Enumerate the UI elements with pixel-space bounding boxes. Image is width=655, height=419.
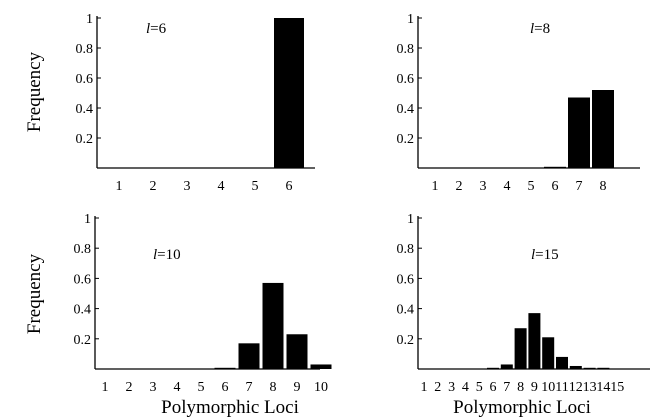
x-tick-label: 1	[116, 179, 123, 194]
chart-panel-3: 1 0.8 0.6 0.4 0.2 1 2 3 4 5 6 7 8 9 10 l=10	[74, 212, 332, 395]
y-tick-label: 0.8	[74, 242, 92, 257]
x-tick-label: 9	[531, 380, 538, 395]
annotation-value: =10	[157, 247, 180, 263]
x-tick-label: 12	[569, 380, 583, 395]
y-tick-label: 0.6	[397, 72, 415, 87]
y-tick-label: 0.2	[397, 132, 415, 147]
y-tick-label: 1	[84, 212, 91, 227]
x-axis-label-left: Polymorphic Loci	[161, 397, 299, 418]
bar-8	[592, 90, 614, 168]
bar-11	[556, 356, 568, 369]
y-tick-label: 0.4	[74, 303, 92, 318]
bar-8	[262, 282, 284, 369]
x-tick-label: 10	[541, 380, 555, 395]
y-axis-label-top: Frequency	[24, 51, 45, 132]
x-tick-label: 6	[552, 179, 559, 194]
chart-panel-2: 1 0.8 0.6 0.4 0.2 1 2 3 4 5 6 7 8 l=8	[397, 12, 640, 194]
panel-annotation: l=10	[153, 247, 181, 263]
x-tick-label: 1	[421, 380, 428, 395]
bar-12	[569, 365, 582, 369]
x-tick-label: 3	[448, 380, 455, 395]
x-tick-label: 11	[555, 380, 568, 395]
chart-panel-4: 10.80.60.40.21 2 3 4 5 6 7 8 9 10 11 12 13 14 15l=15	[397, 212, 650, 395]
x-tick-label: 2	[126, 380, 133, 395]
x-tick-label: 14	[596, 380, 610, 395]
x-tick-label: 3	[184, 179, 191, 194]
x-tick-label: 4	[462, 380, 469, 395]
bar-9	[528, 313, 541, 369]
y-tick-label: 0.4	[76, 102, 94, 117]
x-tick-label: 1	[432, 179, 439, 194]
panel-annotation: l=15	[531, 247, 559, 263]
y-axis-label-bottom: Frequency	[24, 253, 45, 334]
y-tick-label: 0.2	[76, 132, 94, 147]
annotation-value: =15	[535, 247, 558, 263]
x-tick-label: 2	[434, 380, 441, 395]
annotation-variable: l	[153, 247, 157, 263]
panel-annotation: l=6	[146, 21, 167, 37]
annotation-variable: l	[531, 247, 535, 263]
x-tick-label: 4	[174, 380, 181, 395]
x-tick-label: 4	[218, 179, 225, 194]
x-tick-label: 8	[270, 380, 277, 395]
bar-6	[214, 367, 236, 369]
y-tick-label: 0.4	[397, 303, 415, 318]
y-tick-label: 0.6	[397, 272, 415, 287]
bar-10	[542, 337, 555, 369]
x-tick-label: 10	[314, 380, 328, 395]
bar-9	[286, 334, 308, 369]
bar-7	[568, 97, 590, 168]
x-tick-label: 6	[490, 380, 497, 395]
annotation-variable: l	[530, 21, 534, 37]
y-tick-label: 1	[407, 12, 414, 27]
bar-6	[274, 18, 304, 168]
x-tick-label: 5	[198, 380, 205, 395]
y-tick-label: 0.8	[397, 42, 415, 57]
x-tick-label: 1	[102, 380, 109, 395]
x-tick-label: 7	[246, 380, 253, 395]
x-tick-label: 9	[294, 380, 301, 395]
bar-13	[583, 367, 596, 369]
annotation-variable: l	[146, 21, 150, 37]
y-tick-label: 0.2	[74, 333, 92, 348]
y-tick-label: 1	[407, 212, 414, 227]
y-tick-label: 0.8	[76, 42, 94, 57]
chart-panel-1: 1 0.8 0.6 0.4 0.2 1 2 3 4 5 6 l=6	[76, 12, 315, 194]
x-tick-label: 2	[456, 179, 463, 194]
y-tick-label: 0.4	[397, 102, 415, 117]
x-tick-label: 4	[504, 179, 511, 194]
x-tick-label: 3	[150, 380, 157, 395]
x-tick-label: 6	[286, 179, 293, 194]
annotation-value: =8	[534, 21, 550, 37]
x-tick-label: 7	[576, 179, 583, 194]
y-tick-label: 0.2	[397, 333, 415, 348]
x-tick-label: 8	[517, 380, 524, 395]
y-tick-label: 1	[86, 12, 93, 27]
bar-8	[514, 328, 527, 369]
bar-6	[544, 166, 566, 168]
bar-7	[500, 364, 513, 369]
x-tick-label: 3	[480, 179, 487, 194]
x-tick-label: 8	[600, 179, 607, 194]
x-tick-label: 2	[150, 179, 157, 194]
x-tick-label: 7	[503, 380, 510, 395]
bar-10	[310, 364, 332, 369]
x-tick-label: 13	[583, 380, 597, 395]
bar-7	[238, 343, 260, 369]
x-tick-label: 6	[222, 380, 229, 395]
x-tick-label: 5	[252, 179, 259, 194]
x-axis-label-right: Polymorphic Loci	[453, 397, 591, 418]
panel-annotation: l=8	[530, 21, 550, 37]
x-tick-label: 5	[476, 380, 483, 395]
y-tick-label: 0.6	[76, 72, 94, 87]
y-tick-label: 0.8	[397, 242, 415, 257]
annotation-value: =6	[150, 21, 166, 37]
y-tick-label: 0.6	[74, 272, 92, 287]
bar-6	[487, 367, 499, 369]
x-tick-label: 5	[528, 179, 535, 194]
bar-14	[597, 367, 610, 369]
x-tick-label: 15	[610, 380, 624, 395]
